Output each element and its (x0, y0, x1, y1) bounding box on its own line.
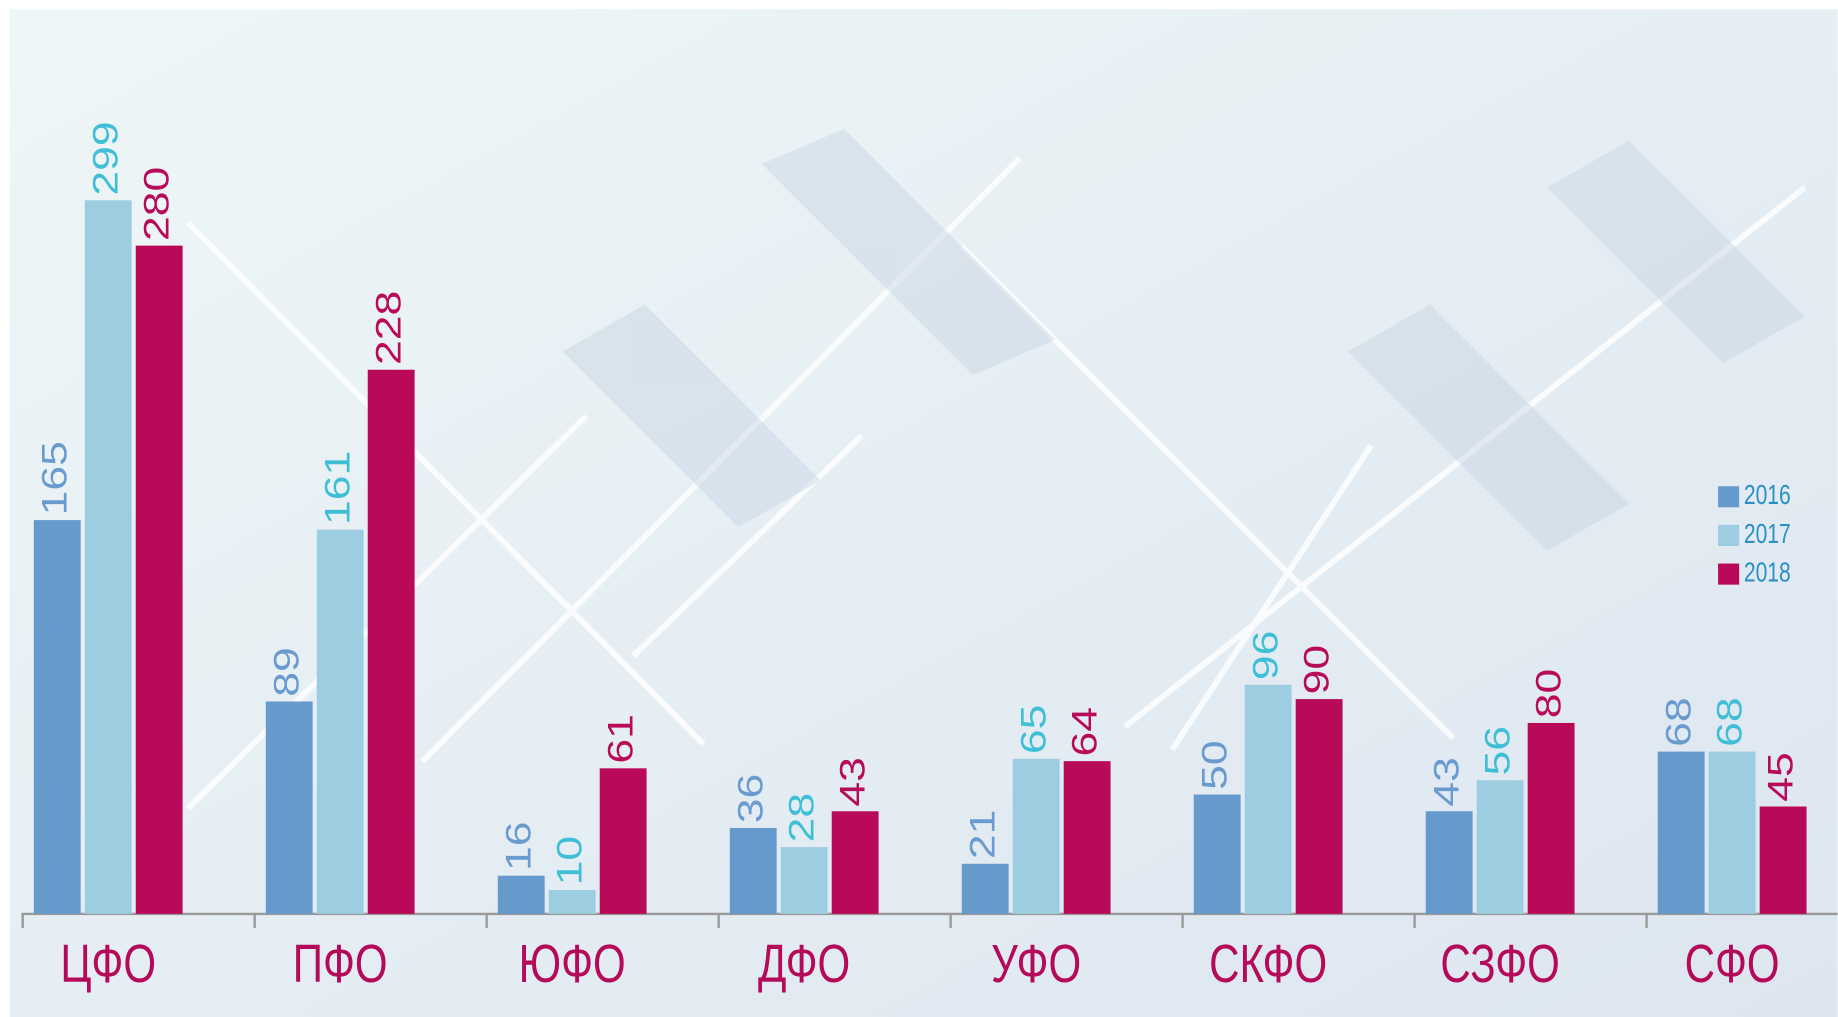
bar (1527, 722, 1575, 914)
x-tick-label: СЗФО (1440, 934, 1559, 994)
value-label: 21 (963, 810, 1003, 860)
bar (1063, 761, 1111, 914)
value-label: 64 (1065, 707, 1105, 757)
value-label: 50 (1195, 740, 1235, 790)
value-label: 90 (1297, 645, 1337, 695)
value-label: 280 (137, 167, 177, 241)
bar (265, 701, 313, 914)
value-label: 45 (1761, 752, 1801, 802)
value-label: 89 (267, 647, 307, 697)
bar (548, 890, 596, 914)
bar (84, 200, 132, 914)
value-label: 80 (1529, 669, 1569, 719)
value-label: 299 (86, 121, 126, 195)
bar (599, 768, 647, 914)
bar (316, 529, 364, 914)
bar (1708, 751, 1756, 914)
x-tick-label: СКФО (1209, 934, 1327, 994)
x-tick-label: СФО (1685, 934, 1780, 994)
bar (1657, 751, 1705, 914)
bar (961, 863, 1009, 914)
value-label: 43 (833, 757, 873, 807)
value-label: 10 (550, 836, 590, 886)
value-label: 68 (1659, 697, 1699, 747)
bar (367, 369, 415, 914)
legend-swatch (1718, 486, 1740, 508)
value-label: 16 (499, 822, 539, 872)
bar (1295, 699, 1343, 914)
value-label: 56 (1478, 726, 1518, 776)
bar (1425, 811, 1473, 914)
bar (1759, 806, 1807, 914)
value-label: 68 (1710, 697, 1750, 747)
legend-label: 2016 (1744, 480, 1791, 511)
x-tick-label: ДФО (758, 934, 850, 994)
legend-swatch (1718, 563, 1740, 585)
bar (135, 245, 183, 914)
bar (831, 811, 879, 914)
bar (497, 875, 545, 914)
bar (729, 827, 777, 914)
legend-swatch (1718, 524, 1740, 546)
decoration (562, 128, 1805, 551)
value-label: 65 (1014, 705, 1054, 755)
x-tick-label: ЮФО (519, 934, 626, 994)
legend-label: 2017 (1744, 519, 1791, 550)
value-label: 61 (601, 714, 641, 764)
bar (1244, 684, 1292, 914)
bar (1476, 780, 1524, 914)
x-tick-label: УФО (991, 934, 1081, 994)
bar (780, 847, 828, 914)
x-tick-label: ЦФО (60, 934, 156, 994)
value-label: 161 (318, 451, 358, 525)
value-label: 43 (1427, 757, 1467, 807)
bar (1193, 794, 1241, 914)
bar (1012, 758, 1060, 914)
legend-label: 2018 (1744, 558, 1791, 589)
value-label: 96 (1246, 631, 1286, 681)
value-label: 165 (35, 441, 75, 515)
value-label: 28 (782, 793, 822, 843)
value-label: 36 (731, 774, 771, 824)
value-label: 228 (369, 291, 409, 365)
bar (33, 520, 81, 914)
x-tick-label: ПФО (293, 934, 388, 994)
